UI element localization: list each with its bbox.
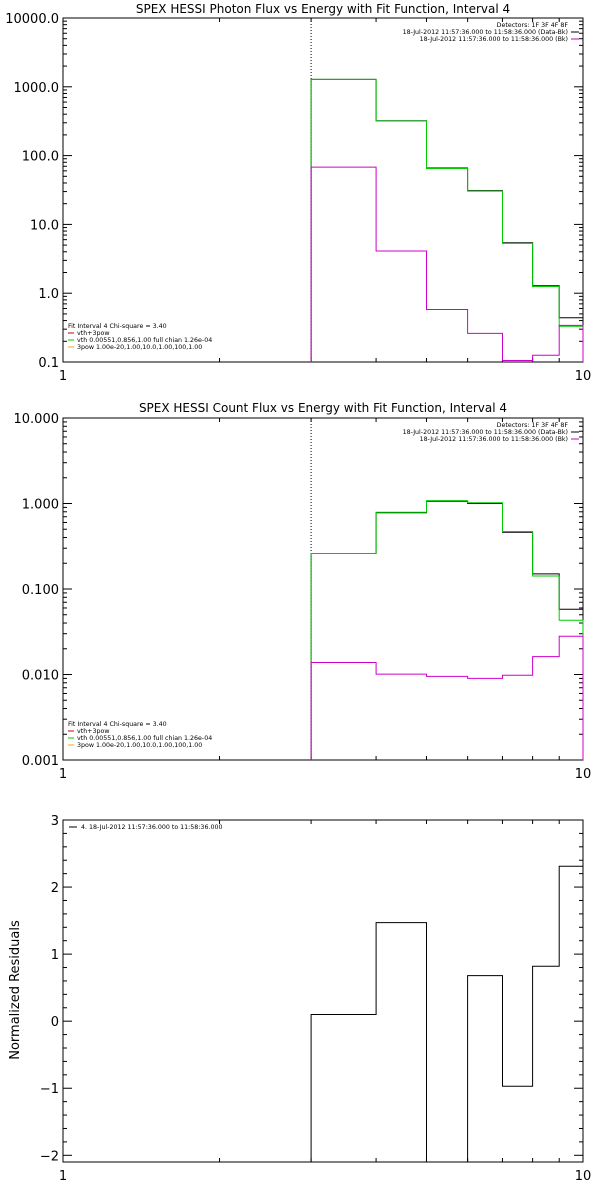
series-step-line-2 xyxy=(310,635,584,760)
y-tick-label: −2 xyxy=(40,1149,59,1164)
x-tick-label: 1 xyxy=(59,1169,67,1184)
series-step-line-2 xyxy=(310,166,584,362)
legend-entry: Detectors: 1F 3F 4F 8F xyxy=(497,22,569,29)
x-tick-label: 10 xyxy=(575,767,592,782)
y-tick-label: 10.000 xyxy=(14,412,60,427)
x-tick-label: 1 xyxy=(59,767,67,782)
y-tick-label: 10000.0 xyxy=(5,12,59,27)
legend-entry: 18-Jul-2012 11:57:36.000 to 11:58:36.000… xyxy=(420,36,568,43)
fit-legend-entry: 3pow 1.00e-20,1.00,10.0,1.00,100,1.00 xyxy=(77,742,202,749)
y-tick-label: 0.1 xyxy=(38,356,59,371)
legend-entry: 18-Jul-2012 11:57:36.000 to 11:58:36.000… xyxy=(420,436,568,443)
x-tick-label: 10 xyxy=(575,369,592,384)
y-tick-label: 10.0 xyxy=(30,218,59,233)
count-flux-title: SPEX HESSI Count Flux vs Energy with Fit… xyxy=(139,401,507,415)
legend-entry: 4. 18-Jul-2012 11:57:36.000 to 11:58:36.… xyxy=(81,824,222,831)
y-tick-label: 0 xyxy=(51,1015,59,1030)
x-tick-label: 1 xyxy=(59,369,67,384)
residuals-step-line xyxy=(310,865,584,1162)
fit-legend-entry: vth+3pow xyxy=(77,728,109,735)
fit-legend-entry: vth 0.00551,0.856,1.00 full chian 1.26e-… xyxy=(77,337,212,344)
y-tick-label: 0.100 xyxy=(22,583,59,598)
y-tick-label: 0.010 xyxy=(22,669,59,684)
fit-legend-entry: Fit Interval 4 Chi-square = 3.40 xyxy=(68,323,167,330)
series-step-line-1 xyxy=(310,500,584,760)
fit-legend-entry: Fit Interval 4 Chi-square = 3.40 xyxy=(68,721,167,728)
y-tick-label: −1 xyxy=(40,1082,59,1097)
photon-flux-plot-frame xyxy=(62,17,584,363)
y-tick-label: 1000.0 xyxy=(14,81,60,96)
y-tick-label: 3 xyxy=(51,814,59,829)
photon-flux-title: SPEX HESSI Photon Flux vs Energy with Fi… xyxy=(136,2,510,16)
fit-legend-entry: vth 0.00551,0.856,1.00 full chian 1.26e-… xyxy=(77,735,212,742)
photon-flux-panel: SPEX HESSI Photon Flux vs Energy with Fi… xyxy=(5,2,591,384)
residuals-y-axis-label: Normalized Residuals xyxy=(8,920,23,1060)
y-tick-label: 2 xyxy=(51,881,59,896)
residuals-panel: Normalized Residuals 1 10 −2 −1 0 1 2 3 4. 18-Ju… xyxy=(8,814,591,1184)
count-flux-panel: SPEX HESSI Count Flux vs Energy with Fit… xyxy=(14,401,592,782)
y-tick-label: 1.000 xyxy=(22,498,59,513)
legend-entry: 18-Jul-2012 11:57:36.000 to 11:58:36.000… xyxy=(403,429,568,436)
legend-entry: Detectors: 1F 3F 4F 8F xyxy=(497,422,569,429)
series-step-line-1 xyxy=(310,78,584,362)
x-tick-label: 10 xyxy=(575,1169,592,1184)
fit-legend-entry: vth+3pow xyxy=(77,330,109,337)
fit-legend-entry: 3pow 1.00e-20,1.00,10.0,1.00,100,1.00 xyxy=(77,344,202,351)
y-tick-label: 1.0 xyxy=(38,287,59,302)
y-tick-label: 1 xyxy=(51,948,59,963)
legend-entry: 18-Jul-2012 11:57:36.000 to 11:58:36.000… xyxy=(403,29,568,36)
y-tick-label: 0.001 xyxy=(22,754,59,769)
y-tick-label: 100.0 xyxy=(22,150,59,165)
